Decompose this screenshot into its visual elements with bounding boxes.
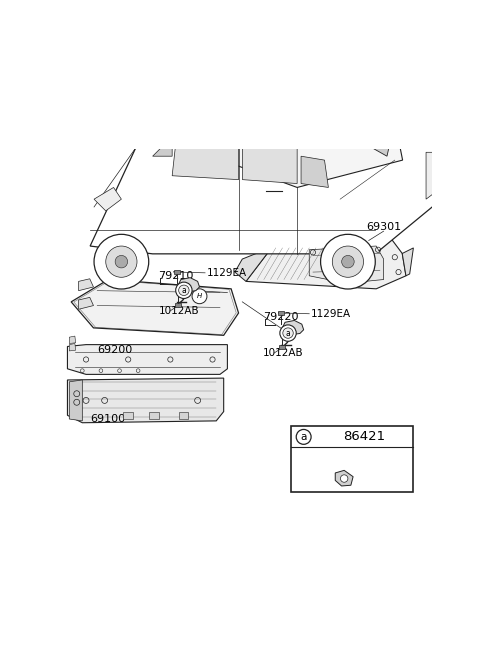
Text: 1129EA: 1129EA <box>311 309 351 319</box>
Bar <box>179 412 188 419</box>
FancyBboxPatch shape <box>290 426 413 491</box>
Polygon shape <box>177 278 200 293</box>
Polygon shape <box>90 70 442 254</box>
Bar <box>149 412 158 419</box>
Polygon shape <box>402 248 413 276</box>
Text: a: a <box>181 286 186 295</box>
Circle shape <box>332 246 363 278</box>
Text: a: a <box>300 432 307 442</box>
Text: 1129EA: 1129EA <box>207 268 247 278</box>
Text: 69100: 69100 <box>90 414 125 424</box>
Circle shape <box>192 289 207 303</box>
Circle shape <box>321 234 375 289</box>
Polygon shape <box>141 94 200 141</box>
Polygon shape <box>79 297 94 309</box>
Circle shape <box>106 246 137 278</box>
Polygon shape <box>67 345 228 374</box>
Circle shape <box>340 475 348 482</box>
Circle shape <box>342 256 354 268</box>
Circle shape <box>283 328 293 338</box>
Polygon shape <box>79 279 94 291</box>
Text: 79210: 79210 <box>158 271 194 281</box>
Bar <box>175 303 181 307</box>
Circle shape <box>296 430 311 444</box>
Text: 1012AB: 1012AB <box>263 348 303 358</box>
Polygon shape <box>94 187 121 211</box>
Polygon shape <box>67 378 224 423</box>
Polygon shape <box>69 380 83 421</box>
Text: 1012AB: 1012AB <box>158 306 199 316</box>
Circle shape <box>115 256 128 268</box>
Text: 79220: 79220 <box>263 311 298 322</box>
Circle shape <box>94 234 149 289</box>
Polygon shape <box>172 141 239 180</box>
Bar <box>174 270 180 274</box>
Bar <box>123 412 132 419</box>
Text: 69200: 69200 <box>97 345 132 355</box>
Polygon shape <box>242 141 297 183</box>
Polygon shape <box>246 238 406 289</box>
Polygon shape <box>69 343 76 351</box>
Text: 86421: 86421 <box>343 430 385 444</box>
Text: 69301: 69301 <box>366 222 401 232</box>
Polygon shape <box>69 336 76 343</box>
Polygon shape <box>324 78 395 156</box>
Circle shape <box>280 325 296 341</box>
Circle shape <box>176 282 192 299</box>
Polygon shape <box>426 152 442 199</box>
Polygon shape <box>301 156 328 187</box>
Polygon shape <box>71 280 239 335</box>
Polygon shape <box>309 246 384 284</box>
Polygon shape <box>281 321 304 335</box>
Text: a: a <box>286 329 290 337</box>
Polygon shape <box>335 470 353 486</box>
Bar <box>278 311 284 315</box>
Polygon shape <box>168 78 403 187</box>
Text: H: H <box>197 293 202 299</box>
Polygon shape <box>153 148 172 156</box>
Circle shape <box>179 285 189 295</box>
Polygon shape <box>235 242 276 282</box>
Circle shape <box>334 251 359 276</box>
Bar <box>279 345 286 349</box>
